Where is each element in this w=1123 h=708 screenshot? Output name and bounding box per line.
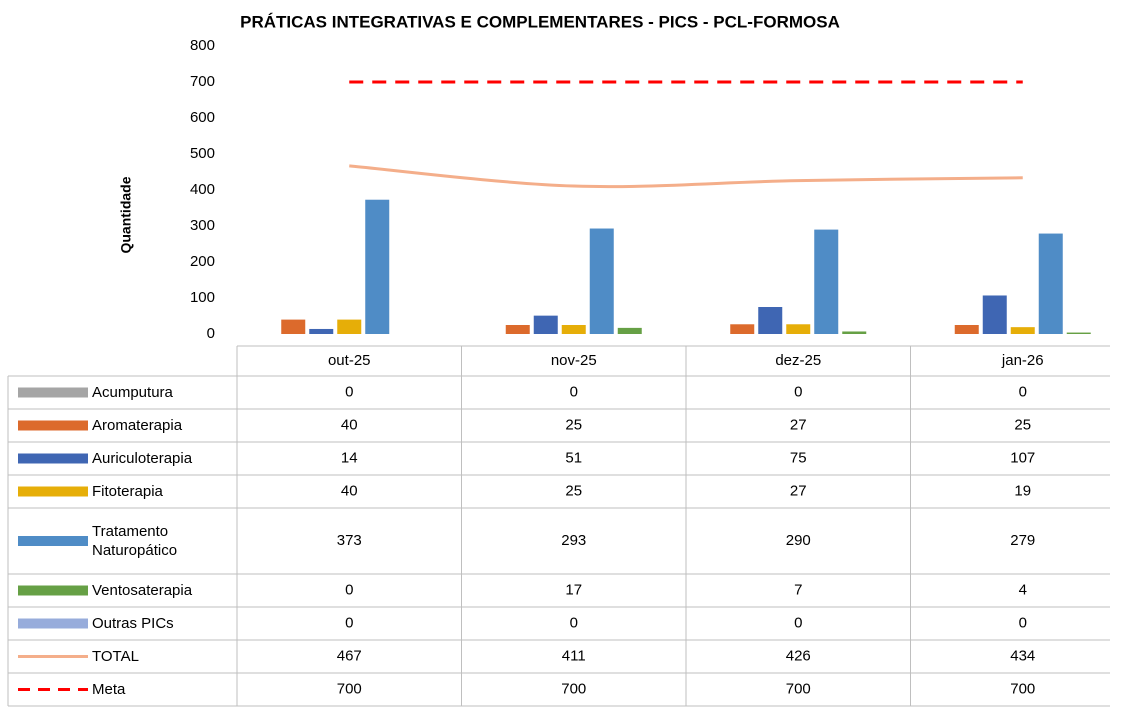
chart-title: PRÁTICAS INTEGRATIVAS E COMPLEMENTARES -… (240, 12, 840, 31)
y-tick-label: 700 (190, 73, 215, 90)
table-value: 0 (345, 581, 353, 598)
table-value: 40 (341, 482, 358, 499)
legend-label: Tratamento Naturopático (92, 523, 178, 559)
bar (561, 325, 586, 334)
bar (842, 331, 867, 334)
bar (786, 324, 811, 334)
table-value: 700 (337, 680, 362, 697)
bar (617, 327, 642, 334)
table-value: 27 (790, 482, 807, 499)
bar (589, 228, 614, 334)
table-value: 25 (565, 416, 582, 433)
table-value: 7 (794, 581, 802, 598)
table-value: 0 (794, 614, 802, 631)
bar (337, 319, 362, 334)
table-value: 19 (1014, 482, 1031, 499)
table-value: 373 (337, 532, 362, 549)
table-value: 279 (1010, 532, 1035, 549)
bar (309, 328, 334, 334)
bar (1038, 233, 1063, 334)
table-value: 25 (1014, 416, 1031, 433)
table-value: 107 (1010, 449, 1035, 466)
table-value: 0 (345, 614, 353, 631)
table-value: 4 (1019, 581, 1027, 598)
y-tick-label: 600 (190, 109, 215, 126)
y-axis-label: Quantidade (118, 176, 134, 253)
table-value: 0 (1019, 614, 1027, 631)
bar (730, 324, 755, 334)
legend-label: TOTAL (92, 648, 139, 665)
bar (533, 315, 558, 334)
legend-label: Ventosaterapia (92, 582, 193, 599)
bar (365, 199, 390, 334)
table-value: 0 (570, 614, 578, 631)
legend-swatch (18, 585, 88, 596)
legend-label: Meta (92, 681, 126, 698)
y-tick-label: 500 (190, 145, 215, 162)
bar (281, 319, 306, 334)
table-value: 0 (1019, 383, 1027, 400)
table-value: 0 (794, 383, 802, 400)
bar (1066, 332, 1091, 334)
x-tick-label: dez-25 (775, 352, 821, 369)
table-value: 27 (790, 416, 807, 433)
table-value: 14 (341, 449, 358, 466)
y-tick-label: 400 (190, 181, 215, 198)
line-total (349, 164, 1023, 189)
bar (758, 307, 783, 334)
legend-label: Fitoterapia (92, 483, 163, 500)
x-tick-label: jan-26 (1001, 352, 1044, 369)
legend-label: Outras PICs (92, 615, 174, 632)
table-value: 17 (565, 581, 582, 598)
y-tick-label: 200 (190, 253, 215, 270)
table-value: 51 (565, 449, 582, 466)
legend-label: Auriculoterapia (92, 450, 193, 467)
table-value: 426 (786, 647, 811, 664)
y-tick-label: 100 (190, 289, 215, 306)
table-value: 700 (786, 680, 811, 697)
table-value: 0 (345, 383, 353, 400)
y-tick-label: 800 (190, 37, 215, 54)
x-tick-label: out-25 (328, 352, 371, 369)
table-value: 40 (341, 416, 358, 433)
bar (954, 325, 979, 334)
legend-swatch (18, 618, 88, 629)
table-value: 467 (337, 647, 362, 664)
legend-swatch (18, 420, 88, 431)
legend-swatch (18, 387, 88, 398)
legend-swatch (18, 486, 88, 497)
bar (1010, 327, 1035, 334)
table-value: 75 (790, 449, 807, 466)
bar (505, 325, 530, 334)
y-tick-label: 0 (207, 325, 215, 342)
y-tick-label: 300 (190, 217, 215, 234)
table-value: 411 (562, 647, 586, 664)
legend-label: Aromaterapia (92, 417, 183, 434)
legend-swatch (18, 536, 88, 546)
table-value: 290 (786, 532, 811, 549)
legend-swatch (18, 453, 88, 464)
bar (982, 295, 1007, 334)
bar (814, 229, 839, 334)
table-value: 0 (570, 383, 578, 400)
table-value: 700 (1010, 680, 1035, 697)
table-value: 434 (1010, 647, 1035, 664)
table-value: 293 (561, 532, 586, 549)
legend-label: Acumputura (92, 384, 173, 401)
x-tick-label: nov-25 (551, 352, 597, 369)
table-value: 25 (565, 482, 582, 499)
table-value: 700 (561, 680, 586, 697)
